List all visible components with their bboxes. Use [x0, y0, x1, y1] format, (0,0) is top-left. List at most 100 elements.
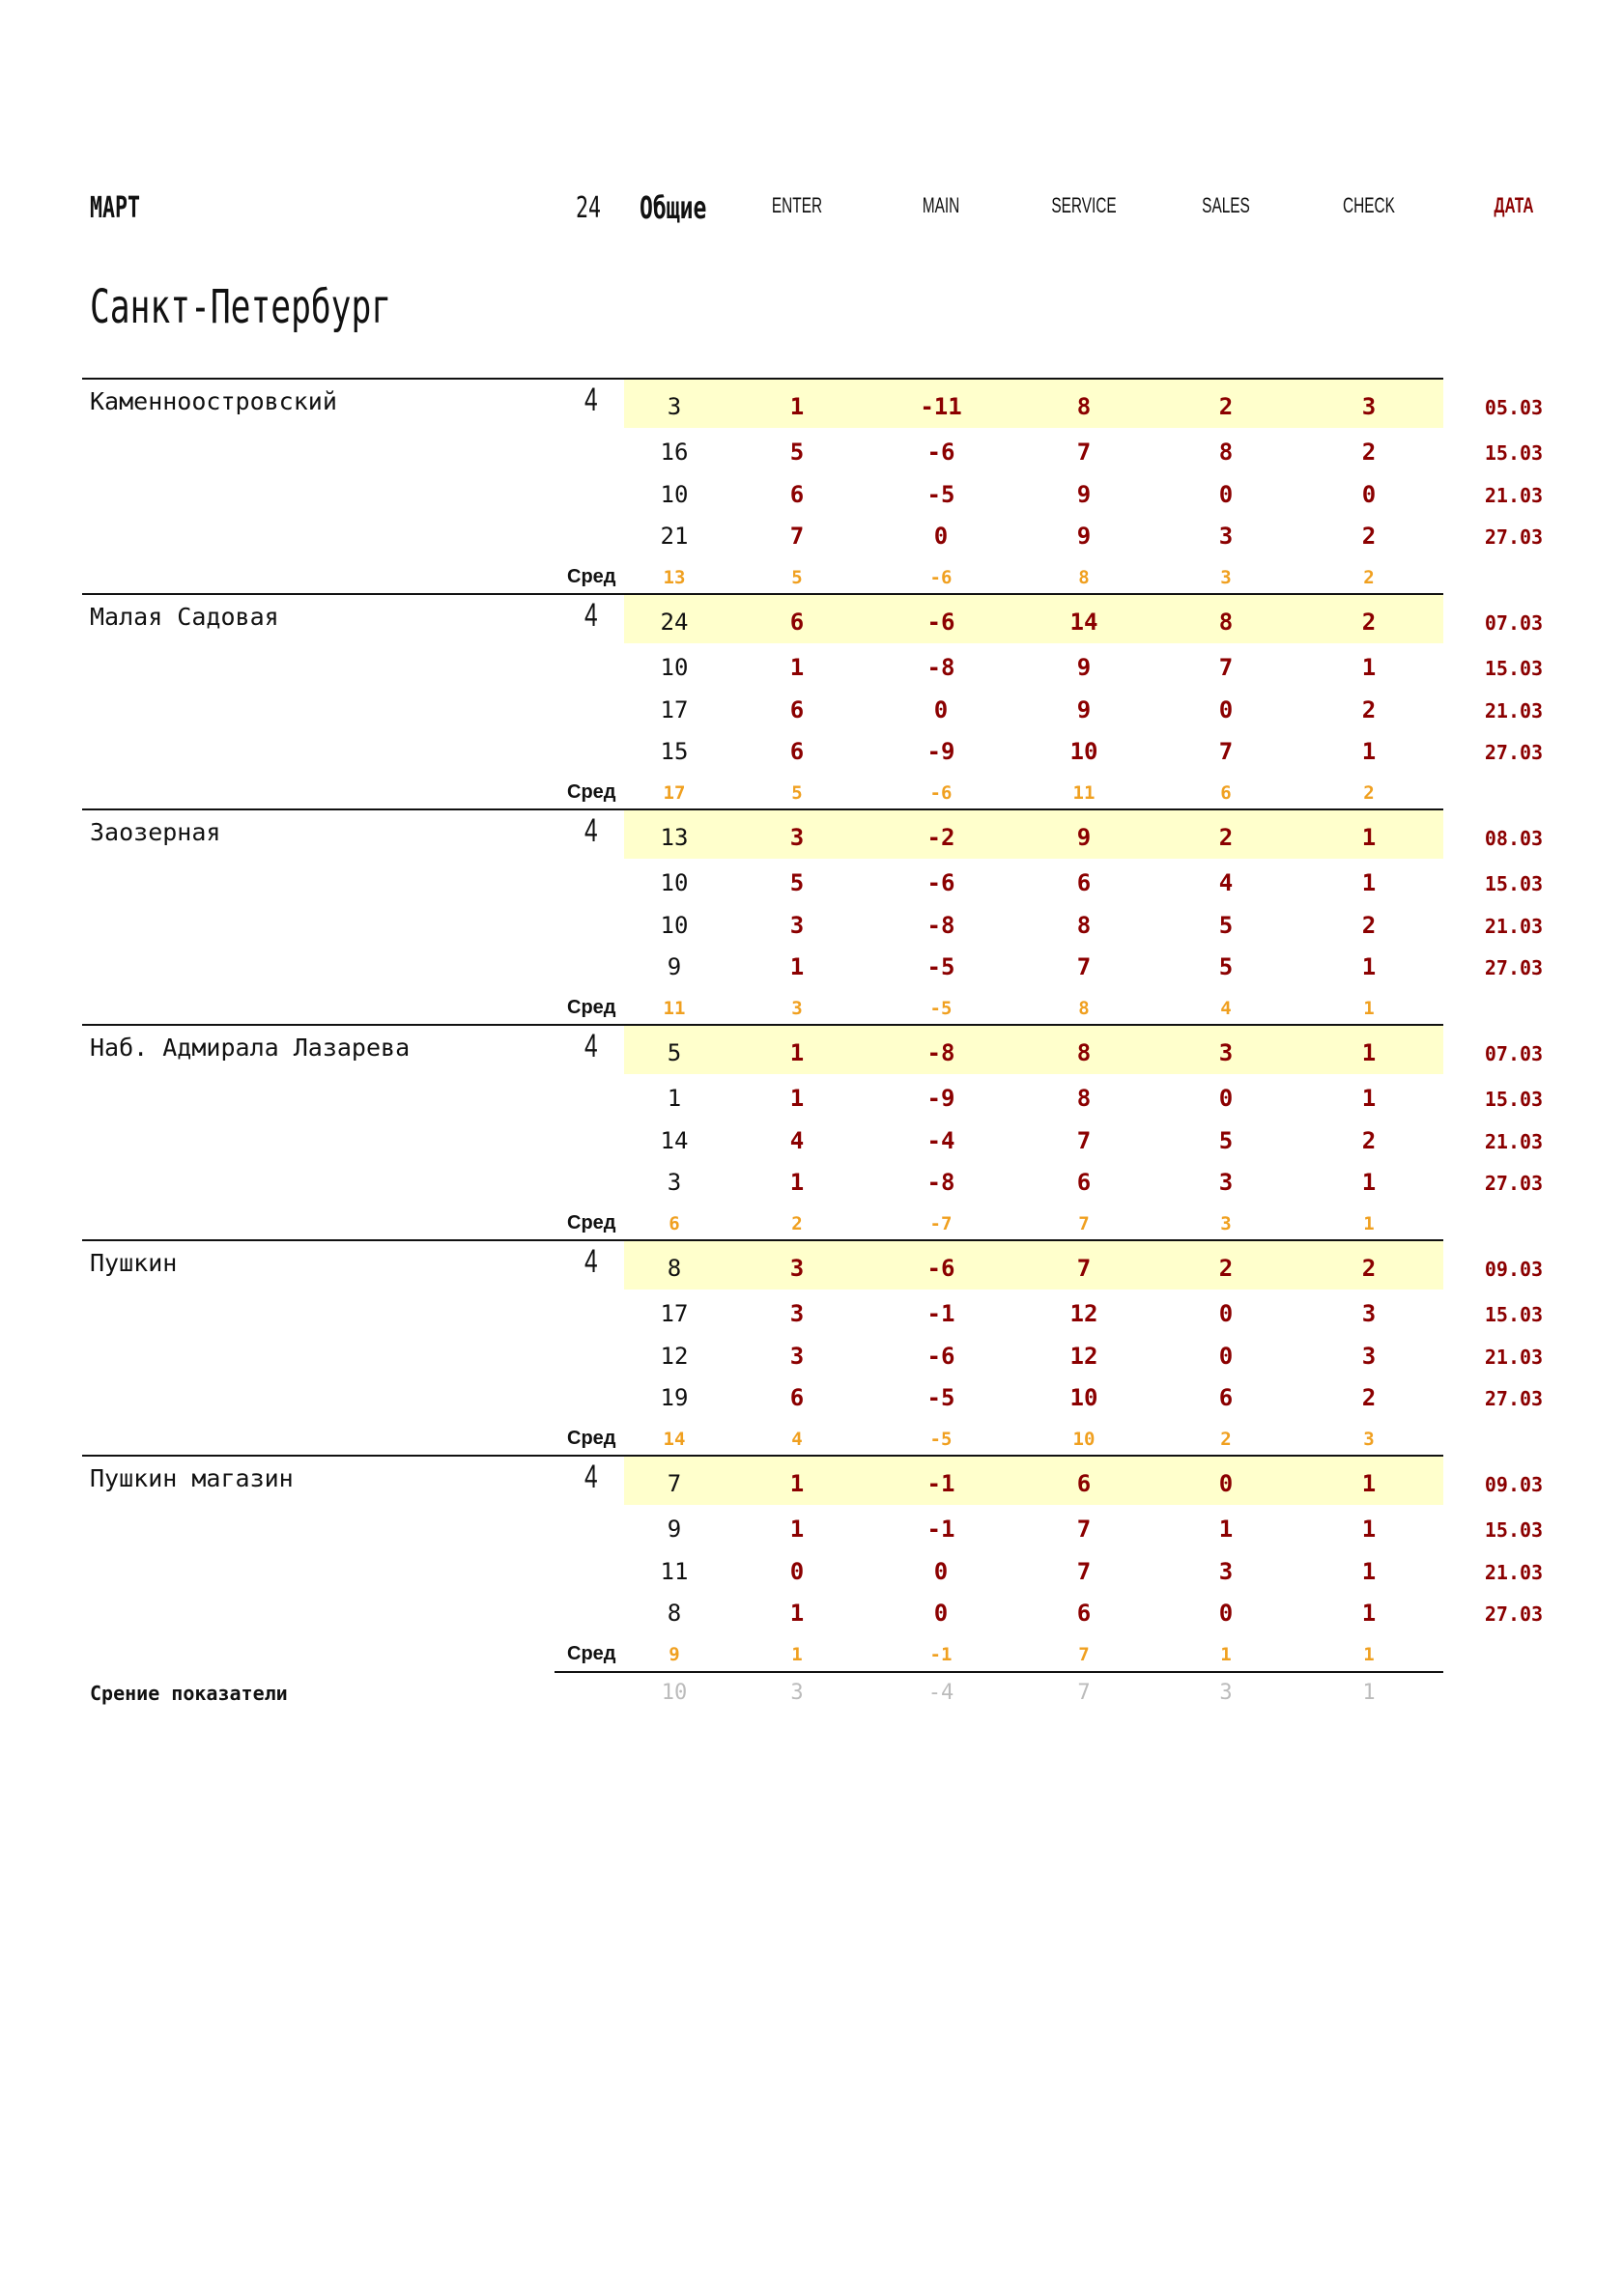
score-value: 1 [1361, 1516, 1377, 1543]
date-value: 27.03 [1484, 1387, 1544, 1410]
score-value: 1 [1361, 869, 1377, 896]
score-value: -8 [926, 654, 955, 681]
average-value: 5 [791, 567, 803, 588]
average-value: 13 [663, 567, 686, 588]
column-header-service: SERVICE [1051, 193, 1117, 217]
total-value: 10 [660, 654, 689, 681]
date-value: 27.03 [1484, 525, 1544, 549]
score-value: 8 [1076, 1085, 1092, 1112]
score-value: -1 [926, 1300, 955, 1327]
average-value: 1 [1220, 1644, 1232, 1665]
location-name: Малая Садовая [90, 603, 279, 631]
score-value: -1 [926, 1516, 955, 1543]
average-value: 1 [791, 1644, 803, 1665]
score-value: 2 [1361, 439, 1377, 466]
score-value: 7 [789, 523, 805, 550]
average-label: Сред [567, 781, 616, 803]
score-value: 5 [1218, 953, 1234, 980]
date-value: 21.03 [1484, 699, 1544, 723]
score-value: -8 [926, 1169, 955, 1196]
score-value: 1 [789, 393, 805, 420]
visit-count: 4 [584, 597, 598, 634]
score-value: 2 [1361, 1384, 1377, 1411]
score-value: 6 [789, 609, 805, 636]
date-value: 21.03 [1484, 1561, 1544, 1584]
score-value: 7 [1076, 953, 1092, 980]
average-value: 11 [663, 998, 686, 1019]
score-value: 1 [1218, 1516, 1234, 1543]
average-label: Сред [567, 1212, 616, 1233]
average-label: Сред [567, 1643, 616, 1664]
score-value: 7 [1076, 1255, 1092, 1282]
score-value: 1 [789, 1470, 805, 1497]
score-value: 2 [1218, 824, 1234, 851]
average-value: -6 [929, 567, 953, 588]
score-value: 0 [1218, 1600, 1234, 1627]
score-value: 7 [1218, 738, 1234, 765]
total-value: 1 [667, 1085, 682, 1112]
score-value: 2 [1361, 609, 1377, 636]
score-value: -1 [926, 1470, 955, 1497]
date-value: 15.03 [1484, 1303, 1544, 1326]
score-value: 4 [1218, 869, 1234, 896]
city-title: Санкт-Петербург [90, 280, 392, 334]
date-value: 21.03 [1484, 1130, 1544, 1153]
score-value: 0 [933, 1558, 949, 1585]
column-header-date: ДАТА [1494, 193, 1534, 217]
total-value: 9 [667, 1516, 682, 1543]
score-value: 1 [789, 1039, 805, 1066]
score-value: 0 [1218, 696, 1234, 723]
average-value: -1 [929, 1644, 953, 1665]
average-value: 4 [791, 1429, 803, 1450]
score-value: 1 [789, 654, 805, 681]
average-value: -5 [929, 1429, 953, 1450]
location-name: Пушкин магазин [90, 1464, 294, 1492]
score-value: 5 [1218, 1127, 1234, 1154]
score-value: 0 [1218, 1300, 1234, 1327]
score-value: 3 [789, 824, 805, 851]
score-value: -5 [926, 481, 955, 508]
divider [82, 1024, 1443, 1026]
average-value: 1 [1363, 998, 1375, 1019]
score-value: 7 [1076, 1127, 1092, 1154]
score-value: 1 [1361, 654, 1377, 681]
total-value: 24 [660, 609, 689, 636]
score-value: 7 [1076, 1516, 1092, 1543]
score-value: 2 [1361, 696, 1377, 723]
date-value: 27.03 [1484, 1602, 1544, 1626]
average-value: 6 [1220, 782, 1232, 804]
score-value: 6 [1076, 1169, 1092, 1196]
average-value: 3 [1220, 1213, 1232, 1234]
score-value: 5 [789, 869, 805, 896]
score-value: -5 [926, 1384, 955, 1411]
score-value: 3 [1361, 393, 1377, 420]
date-value: 15.03 [1484, 872, 1544, 895]
highlight-row [624, 1241, 1443, 1290]
location-block: Наб. Адмирала Лазарева 4 5 1 -8 8 3 1 07.03 1 1 -9 8… [82, 1024, 1543, 1239]
average-value: -6 [929, 782, 953, 804]
date-value: 27.03 [1484, 956, 1544, 979]
location-block: Пушкин 4 8 3 -6 7 2 2 09.03 17 3 -1 12 0 3 15.03 12 3 -6 12… [82, 1239, 1543, 1455]
total-value: 8 [667, 1600, 682, 1627]
total-value: 17 [660, 696, 689, 723]
score-value: 7 [1076, 439, 1092, 466]
visit-count: 4 [584, 382, 598, 418]
total-value: 14 [660, 1127, 689, 1154]
average-value: 5 [791, 782, 803, 804]
score-value: 3 [1218, 1558, 1234, 1585]
score-value: 1 [789, 1600, 805, 1627]
score-value: 8 [1218, 609, 1234, 636]
score-value: -8 [926, 912, 955, 939]
score-value: 3 [1218, 1169, 1234, 1196]
average-value: 6 [669, 1213, 680, 1234]
score-value: 6 [1076, 869, 1092, 896]
location-block: Малая Садовая 4 24 6 -6 14 8 2 07.03 10 1 -8 9 7 1 15.0… [82, 593, 1543, 808]
score-value: -6 [926, 609, 955, 636]
score-value: 2 [1361, 1127, 1377, 1154]
general-column-header: Общие [640, 189, 707, 226]
visit-count: 4 [584, 812, 598, 849]
summary-value: 1 [1362, 1681, 1376, 1705]
summary-value: 10 [661, 1681, 688, 1705]
summary-value: 3 [790, 1681, 804, 1705]
date-value: 09.03 [1484, 1473, 1544, 1496]
